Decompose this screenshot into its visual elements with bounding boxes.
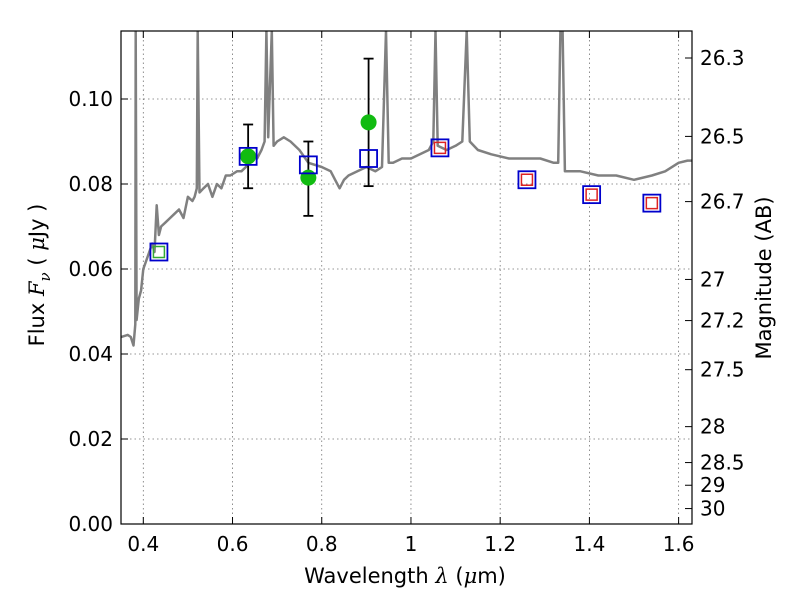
inner-marker (433, 141, 447, 155)
model-point (238, 146, 258, 166)
model-point (642, 193, 662, 213)
y-tick-label: 0.04 (68, 342, 113, 366)
y-tick-label: 0.02 (68, 427, 113, 451)
observed-point (300, 169, 317, 186)
model-point (430, 138, 450, 158)
error-bars (243, 57, 374, 217)
x-tick-label: 1.6 (663, 532, 695, 556)
x-tick-label: 0.4 (127, 532, 159, 556)
y-axis-title: Flux Fν ( μJy ) (25, 204, 54, 347)
y-tick-label: 0.10 (68, 87, 113, 111)
inner-marker (585, 188, 598, 201)
mag-tick-label: 28.5 (700, 451, 745, 475)
model-points (149, 138, 662, 262)
model-point (359, 149, 378, 168)
magnitude-axis-title: Magnitude (AB) (752, 196, 776, 359)
template-spectrum-line (121, 31, 692, 347)
y-axis-ticks: 0.00 0.02 0.04 0.06 0.08 0.10 (68, 87, 128, 536)
plot-frame (120, 30, 693, 525)
observed-point (240, 148, 257, 165)
model-point (517, 170, 537, 190)
plot-area (121, 31, 692, 347)
inner-marker (152, 245, 166, 259)
mag-tick-label: 30 (700, 497, 725, 521)
mag-tick-label: 26.7 (700, 190, 745, 214)
model-point (582, 185, 602, 205)
mag-tick-label: 28 (700, 415, 725, 439)
mag-tick-label: 26.5 (700, 124, 745, 148)
x-axis-ticks: 0.4 0.6 0.8 1 1.2 1.4 1.6 (127, 31, 695, 556)
x-tick-label: 0.6 (217, 532, 249, 556)
x-tick-label: 0.8 (306, 532, 338, 556)
model-point (149, 242, 169, 262)
grid (121, 31, 692, 525)
mag-tick-label: 26.3 (700, 46, 745, 70)
x-axis-title: Wavelength λ (μm) (304, 564, 506, 588)
y-tick-label: 0.00 (68, 512, 113, 536)
mag-tick-label: 29 (700, 473, 725, 497)
mag-tick-label: 27.5 (700, 358, 745, 382)
mag-tick-label: 27 (700, 267, 725, 291)
inner-marker (520, 173, 534, 186)
model-point (298, 155, 318, 175)
x-tick-label: 1.2 (484, 532, 516, 556)
observed-point (360, 114, 377, 131)
y-tick-label: 0.08 (68, 172, 113, 196)
x-tick-label: 1.4 (573, 532, 605, 556)
inner-marker (645, 196, 659, 210)
mag-tick-label: 27.2 (700, 309, 745, 333)
y-tick-label: 0.06 (68, 257, 113, 281)
x-tick-label: 1 (405, 532, 418, 556)
